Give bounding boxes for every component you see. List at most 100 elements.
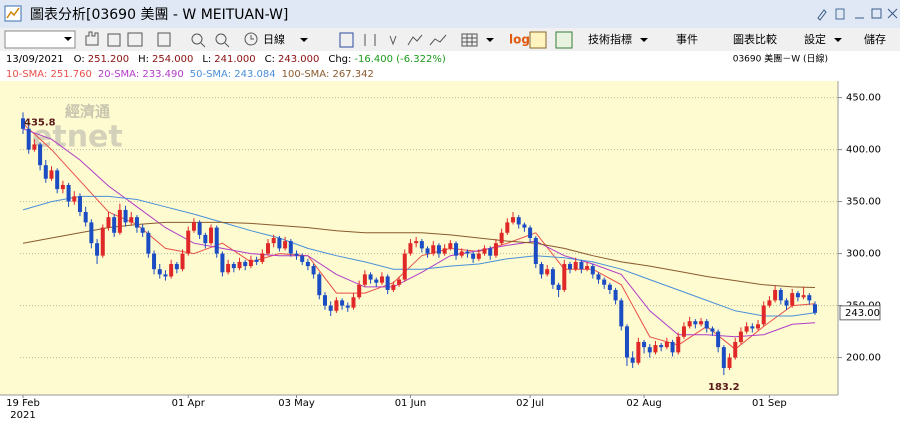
candle-body (482, 248, 487, 254)
candle-body (784, 300, 789, 306)
candle-body (203, 234, 208, 244)
candle-body (49, 170, 54, 179)
app-icon (4, 5, 22, 22)
candle-body (305, 261, 310, 267)
compare-button[interactable]: 圖表比較 (733, 32, 777, 46)
legend-entry: 10-SMA: 251.760 (6, 69, 92, 80)
candle-body (436, 245, 441, 254)
candle-body (140, 227, 145, 233)
settings-button[interactable]: 設定 (804, 32, 826, 46)
candle-body (590, 266, 595, 275)
last-price-label: 243.00 (845, 308, 880, 319)
candle-body (288, 241, 293, 254)
candle-body (528, 227, 533, 238)
candle-body (169, 263, 174, 277)
info-key: L: (202, 54, 211, 65)
y-tick-label: 450.00 (846, 93, 881, 104)
last-price-box (839, 305, 881, 321)
candle-body (607, 284, 612, 290)
candle-body (562, 263, 567, 290)
y-tick-label: 200.00 (846, 353, 881, 364)
candle-body (414, 241, 419, 244)
info-symbol: 03690 美團－W (日線) (733, 53, 828, 65)
candle-body (533, 237, 538, 264)
dropdown-arrow (64, 37, 72, 41)
candle-body (271, 237, 276, 244)
candle-body (476, 253, 481, 259)
candle-body (123, 209, 128, 223)
window-buttons[interactable] (817, 8, 898, 21)
candle-body (761, 305, 766, 325)
candle-body (693, 321, 698, 325)
log-button[interactable]: log (509, 33, 530, 47)
candle-body (431, 245, 436, 254)
indicators-button[interactable]: 技術指標 (588, 32, 632, 46)
candle-body (254, 259, 259, 262)
candle-body (83, 211, 88, 223)
toolbar-icons[interactable] (85, 31, 573, 49)
sma-line (22, 221, 816, 288)
x-tick-label: 03 May (278, 398, 315, 409)
candle-body (129, 217, 134, 223)
legend-entry: 20-SMA: 233.490 (98, 69, 184, 80)
candle-body (163, 274, 168, 277)
candle-body (767, 300, 772, 306)
window-title: 圖表分析[03690 美團 - W MEITUAN-W] (30, 7, 288, 23)
candle-body (134, 217, 139, 228)
candle-body (89, 222, 94, 244)
info-value: 251.200 (88, 54, 129, 65)
y-tick-label: 300.00 (846, 249, 881, 260)
candle-body (32, 144, 37, 150)
candle-body (795, 293, 800, 298)
candle-body (328, 305, 333, 311)
candle-body (659, 345, 664, 348)
candle-body (146, 232, 151, 254)
info-value: 241.000 (214, 54, 255, 65)
candle-body (152, 253, 157, 270)
candle-body (664, 341, 669, 348)
plot: 435.8 183.2 (20, 97, 838, 393)
period-button[interactable]: 日線 (263, 32, 285, 46)
candle-body (300, 255, 305, 262)
candle-body (186, 230, 191, 254)
candle-body (602, 279, 607, 285)
candle-body (567, 263, 572, 270)
candle-body (419, 241, 424, 249)
info-key: C: (265, 54, 275, 65)
candle-body (801, 295, 806, 298)
candle-body (505, 222, 510, 233)
info-value: 254.000 (152, 54, 193, 65)
candle-body (72, 196, 77, 202)
candle-body (738, 331, 743, 342)
candle-body (214, 227, 219, 254)
x-tick-label: 01 Apr (172, 398, 206, 409)
info-panel (0, 51, 900, 81)
legend: 10-SMA: 251.760 20-SMA: 233.490 50-SMA: 24… (6, 69, 374, 80)
save-button[interactable]: 儲存 (864, 32, 886, 46)
candle-body (516, 217, 521, 225)
candle-body (266, 243, 271, 254)
candle-body (670, 341, 675, 353)
candle-body (357, 284, 362, 298)
info-value: -16.400 (-6.322%) (354, 54, 445, 65)
y-tick-label: 400.00 (846, 145, 881, 156)
candle-body (448, 243, 453, 249)
candle-body (157, 269, 162, 275)
info-date: 13/09/2021 (6, 54, 64, 65)
candle-body (112, 217, 117, 233)
symbol-combobox[interactable] (4, 30, 76, 49)
candle-body (442, 248, 447, 254)
candle-body (773, 289, 778, 301)
candle-body (488, 248, 493, 256)
candle-body (499, 232, 504, 244)
events-button[interactable]: 事件 (676, 33, 698, 46)
toolbar (0, 28, 900, 51)
candle-body (556, 284, 561, 290)
candle-body (191, 222, 196, 231)
candle-body (402, 253, 407, 280)
candle-body (226, 263, 231, 273)
candle-body (545, 269, 550, 275)
candle-body (340, 300, 345, 306)
high-label: 435.8 (24, 117, 56, 128)
x-tick-label: 19 Feb (6, 398, 40, 409)
